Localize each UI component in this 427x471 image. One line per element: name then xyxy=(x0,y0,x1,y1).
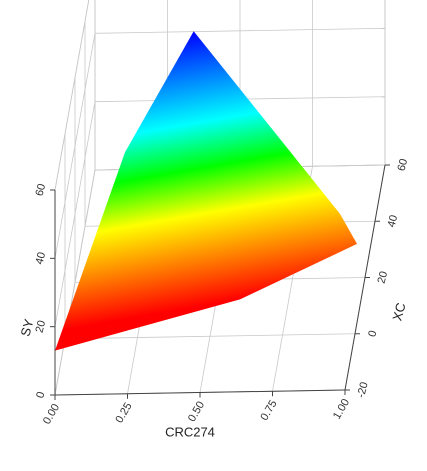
x-axis-title: CRC274 xyxy=(165,424,215,439)
surface xyxy=(55,31,357,351)
grid-line xyxy=(54,101,96,327)
grid-line xyxy=(54,33,96,259)
z-tick-label: 60 xyxy=(34,183,49,198)
z-tick-label: 20 xyxy=(34,319,49,334)
grid-line xyxy=(64,333,356,340)
y-tick-label: 40 xyxy=(386,214,401,229)
grid-line xyxy=(94,27,386,34)
y-tick-label: 60 xyxy=(396,158,411,173)
y-tick-label: 20 xyxy=(376,270,391,285)
x-tick-label: 0.75 xyxy=(259,398,280,423)
y-tick-label: 0 xyxy=(366,329,379,338)
y-axis xyxy=(344,164,386,391)
x-tick-label: 0.00 xyxy=(41,402,62,427)
grid-line xyxy=(54,169,96,396)
z-tick-label: 0 xyxy=(34,390,47,399)
x-tick-label: 0.25 xyxy=(114,401,135,426)
y-tick-label: -20 xyxy=(355,381,371,399)
x-tick-label: 1.00 xyxy=(331,397,352,422)
z-axis-title: SY xyxy=(17,317,36,338)
x-tick-label: 0.50 xyxy=(186,399,207,424)
grid-line xyxy=(54,0,90,191)
z-tick-label: 40 xyxy=(34,251,49,266)
y-axis-title: XC xyxy=(389,301,408,322)
x-axis xyxy=(54,389,346,396)
